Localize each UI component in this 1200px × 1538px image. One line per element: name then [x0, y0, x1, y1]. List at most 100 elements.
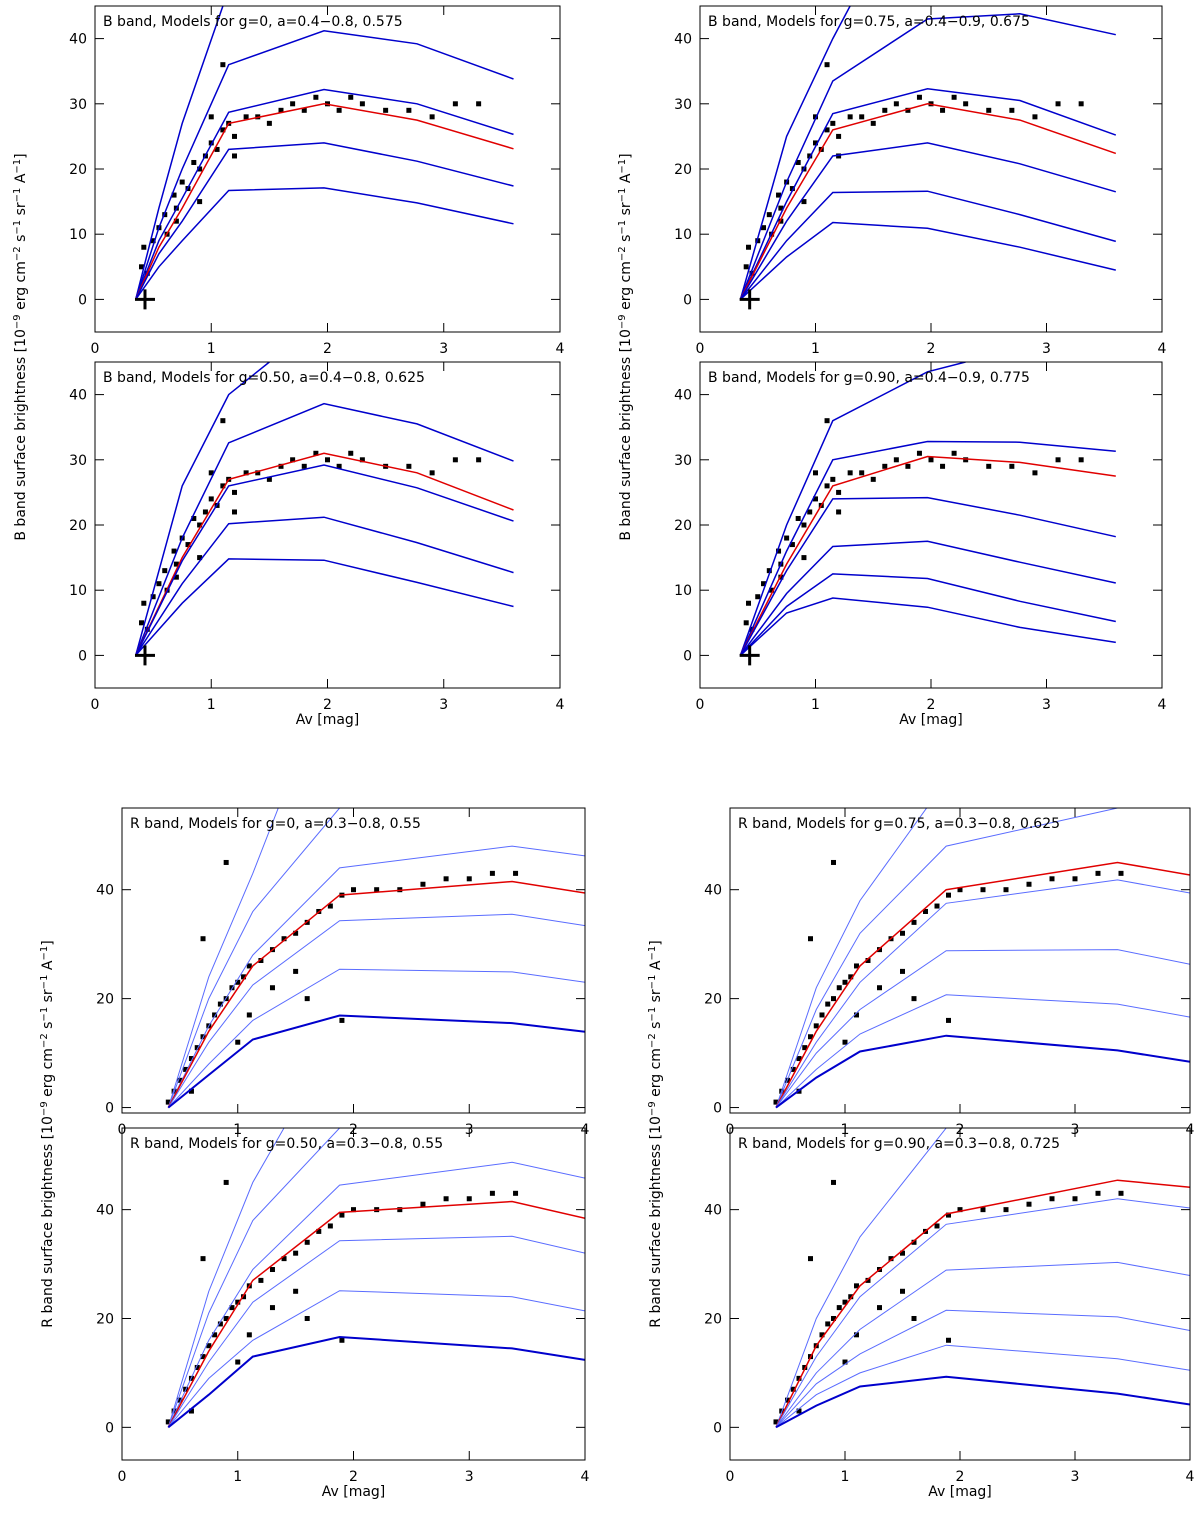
- y-axis-label-part: −2: [39, 1033, 50, 1048]
- y-tick-label: 20: [704, 992, 722, 1008]
- data-point: [796, 1408, 802, 1414]
- data-point: [842, 979, 848, 985]
- y-tick-label: 0: [713, 1101, 722, 1117]
- data-point: [789, 186, 795, 192]
- model-line: [775, 1344, 1190, 1428]
- y-axis-label-part: −1: [39, 975, 50, 990]
- model-line: [739, 190, 1117, 300]
- data-point: [255, 470, 261, 476]
- x-tick-label: 0: [726, 1469, 735, 1485]
- data-point: [836, 985, 842, 991]
- axes-frame: [121, 807, 586, 1114]
- data-point: [900, 1288, 905, 1294]
- y-axis-label-part: erg cm: [618, 261, 634, 314]
- data-point: [278, 463, 284, 469]
- data-point: [173, 561, 179, 567]
- data-point: [946, 1337, 951, 1343]
- data-point: [162, 568, 168, 574]
- data-point: [327, 1223, 333, 1229]
- data-point: [865, 1277, 871, 1283]
- data-point: [743, 264, 749, 270]
- model-line: [167, 1128, 340, 1428]
- data-point: [269, 985, 275, 991]
- data-point: [1049, 1196, 1055, 1202]
- y-axis-label-part: −1: [617, 188, 628, 203]
- x-tick-label: 2: [956, 1469, 965, 1485]
- model-line: [739, 13, 1116, 300]
- model-line: [135, 103, 514, 300]
- x-tick-label: 0: [118, 1469, 127, 1485]
- x-tick-label: 2: [927, 697, 936, 713]
- data-point: [1003, 887, 1009, 893]
- data-point: [854, 1012, 859, 1018]
- model-line: [135, 142, 514, 300]
- data-point: [139, 620, 144, 626]
- data-point: [443, 876, 449, 882]
- data-point: [824, 62, 830, 68]
- model-line: [739, 142, 1117, 300]
- model-line: [775, 1198, 1190, 1428]
- y-tick-label: 20: [96, 992, 114, 1008]
- data-point: [243, 470, 249, 476]
- y-axis-label-part: sr: [618, 202, 634, 220]
- data-point: [784, 535, 790, 541]
- y-axis-label-part: ]: [618, 153, 634, 158]
- data-point: [1118, 870, 1124, 876]
- y-axis-label: R band surface brightness [10−9 erg cm−2…: [39, 940, 57, 1327]
- data-point: [778, 205, 784, 211]
- data-point: [1049, 876, 1055, 882]
- data-point: [290, 457, 296, 463]
- model-line: [135, 187, 514, 300]
- data-point: [790, 1386, 796, 1392]
- data-point: [1055, 101, 1061, 107]
- data-point: [986, 463, 992, 469]
- data-point: [1095, 1190, 1101, 1196]
- axes-frame: [94, 361, 561, 689]
- data-point: [348, 94, 354, 100]
- data-point: [911, 919, 917, 925]
- data-point: [173, 574, 179, 580]
- data-point: [1078, 101, 1084, 107]
- panel-title: B band, Models for g=0.75, a=0.4−0.9, 0.…: [708, 14, 1030, 30]
- x-axis-label: Av [mag]: [322, 1484, 386, 1500]
- data-point: [911, 1315, 917, 1321]
- data-point: [241, 1294, 247, 1300]
- data-point: [882, 107, 888, 113]
- data-point: [232, 153, 237, 159]
- data-point: [212, 1332, 218, 1338]
- model-line: [134, 362, 270, 656]
- x-axis-label: Av [mag]: [296, 712, 360, 728]
- data-point: [235, 1299, 241, 1305]
- data-point: [900, 1250, 905, 1256]
- data-point: [1032, 470, 1038, 476]
- data-point: [208, 140, 214, 146]
- panel-title: B band, Models for g=0.50, a=0.4−0.8, 0.…: [103, 370, 425, 386]
- model-line: [135, 452, 514, 656]
- data-point: [139, 264, 144, 270]
- data-point: [351, 887, 356, 893]
- y-tick-label: 0: [78, 648, 87, 664]
- data-point: [281, 936, 287, 942]
- data-point: [836, 509, 842, 515]
- data-point: [893, 101, 899, 107]
- data-point: [1072, 876, 1078, 882]
- data-point: [923, 908, 928, 914]
- data-point: [200, 1354, 206, 1360]
- data-point: [882, 463, 888, 469]
- data-point: [258, 958, 264, 963]
- data-point: [986, 107, 992, 113]
- data-point: [258, 1277, 264, 1283]
- y-axis-label-part: sr: [13, 202, 29, 220]
- model-line: [775, 808, 928, 1108]
- data-point: [489, 1190, 495, 1196]
- data-point: [911, 1239, 917, 1245]
- x-tick-label: 0: [91, 341, 100, 357]
- data-point: [831, 859, 836, 865]
- data-point: [188, 1056, 194, 1062]
- data-point: [200, 1256, 206, 1262]
- y-tick-label: 0: [78, 292, 87, 308]
- data-point: [266, 476, 272, 482]
- x-tick-label: 2: [323, 341, 332, 357]
- data-point: [951, 94, 957, 100]
- data-point: [246, 1012, 252, 1018]
